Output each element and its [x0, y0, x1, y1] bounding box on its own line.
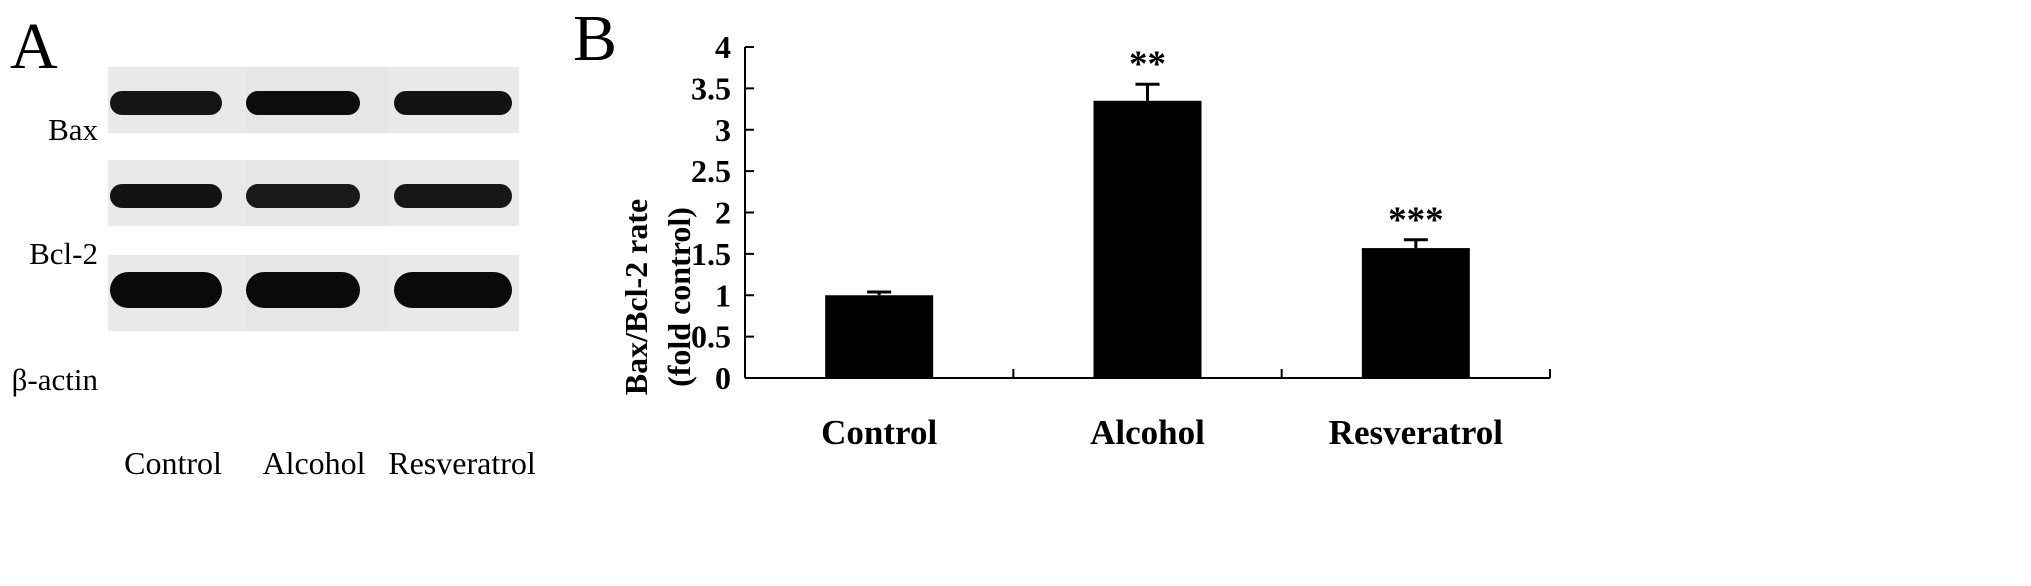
blot-band-bcl2-3 [394, 184, 512, 208]
x-category-label-resveratrol: Resveratrol [1329, 413, 1504, 452]
y-axis-title-line2: (fold control) [661, 207, 697, 387]
blot-row-label-bax: Bax [48, 112, 98, 147]
blot-band-beta-actin-1 [110, 272, 222, 308]
bar-chart: 0 0.5 1 1.5 2 2.5 3 3.5 4 Control ** Alcohol *** Resv… [691, 29, 1551, 452]
y-tick-label: 1.5 [691, 236, 731, 272]
blot-band-bcl2-1 [110, 184, 222, 208]
panel-b-letter: B [573, 2, 617, 75]
y-tick-label: 3 [715, 112, 731, 148]
y-tick-label: 2.5 [691, 153, 731, 189]
blot-band-bax-1 [110, 91, 222, 115]
y-tick-label: 1 [715, 277, 731, 313]
x-category-label-alcohol: Alcohol [1090, 413, 1205, 452]
y-tick-label: 3.5 [691, 70, 731, 106]
y-axis-title-line1: Bax/Bcl-2 rate [618, 199, 654, 395]
bar-resveratrol [1361, 248, 1470, 378]
lane-label-alcohol: Alcohol [262, 445, 365, 481]
x-category-label-control: Control [821, 413, 937, 452]
blot-band-bcl2-2 [246, 184, 360, 208]
western-blots [108, 67, 519, 331]
blot-band-beta-actin-3 [394, 272, 512, 308]
lane-label-resveratrol: Resveratrol [388, 445, 536, 481]
y-tick-label: 2 [715, 195, 731, 231]
panel-a: A Bax Bcl-2 β-actin Control Alcohol Resv… [10, 10, 536, 481]
bar-control [825, 295, 934, 378]
y-tick-label: 4 [715, 29, 731, 65]
blot-band-beta-actin-2 [246, 272, 360, 308]
y-tick-label: 0 [715, 360, 731, 396]
y-tick-label: 0.5 [691, 319, 731, 355]
panel-a-letter: A [10, 10, 58, 83]
lane-label-control: Control [124, 445, 222, 481]
blot-row-label-beta-actin: β-actin [12, 362, 99, 397]
blot-band-bax-3 [394, 91, 512, 115]
blot-band-bax-2 [246, 91, 360, 115]
panel-b: B Bax/Bcl-2 rate (fold control) 0 0.5 1 1.5… [573, 2, 1551, 452]
blot-row-label-bcl2: Bcl-2 [29, 236, 98, 271]
significance-resveratrol: *** [1388, 200, 1444, 241]
significance-alcohol: ** [1129, 44, 1166, 85]
bar-alcohol [1093, 100, 1202, 378]
